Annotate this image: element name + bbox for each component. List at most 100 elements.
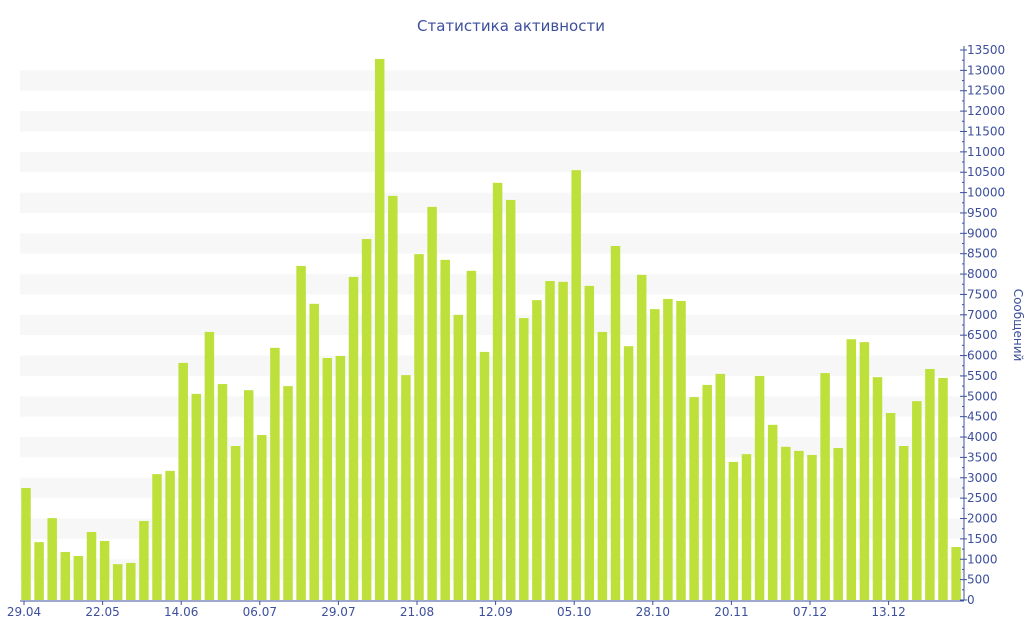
bar bbox=[820, 373, 830, 600]
bar bbox=[322, 358, 333, 600]
grid-band bbox=[20, 233, 964, 254]
y-tick-label: 8500 bbox=[967, 247, 998, 261]
bar bbox=[440, 259, 450, 600]
bar bbox=[427, 206, 437, 600]
bar bbox=[807, 454, 817, 600]
bar bbox=[938, 377, 948, 600]
bar bbox=[623, 346, 634, 600]
grid-band bbox=[20, 355, 964, 376]
y-tick-label: 3500 bbox=[967, 450, 998, 464]
y-tick-label: 13000 bbox=[967, 63, 1005, 77]
bar bbox=[270, 347, 280, 600]
bar bbox=[243, 390, 254, 600]
bar bbox=[532, 300, 542, 600]
x-tick-label: 14.06 bbox=[164, 605, 198, 619]
y-tick-label: 5500 bbox=[967, 369, 998, 383]
grid-band bbox=[20, 111, 964, 132]
grid-band bbox=[20, 151, 964, 173]
y-tick-label: 8000 bbox=[967, 267, 998, 281]
y-tick-label: 2500 bbox=[967, 491, 998, 505]
bar bbox=[283, 386, 293, 600]
bar bbox=[374, 58, 385, 601]
y-tick-label: 13500 bbox=[967, 43, 1005, 57]
bar bbox=[361, 239, 372, 600]
y-tick-label: 500 bbox=[967, 573, 990, 587]
bar bbox=[545, 281, 555, 600]
y-tick-label: 1500 bbox=[967, 532, 998, 546]
bar bbox=[191, 393, 202, 600]
bar bbox=[689, 397, 699, 600]
bar bbox=[859, 342, 870, 600]
bar bbox=[951, 547, 961, 600]
x-tick-label: 07.12 bbox=[793, 605, 827, 619]
bar bbox=[558, 281, 568, 600]
y-tick-label: 0 bbox=[967, 593, 975, 607]
bar bbox=[702, 384, 712, 600]
y-tick-label: 9000 bbox=[967, 226, 998, 240]
bar bbox=[767, 424, 778, 600]
bar bbox=[230, 446, 241, 600]
bar bbox=[519, 318, 529, 600]
bar bbox=[217, 384, 228, 600]
bar bbox=[99, 540, 110, 600]
grid-band bbox=[20, 314, 964, 336]
bar bbox=[650, 309, 660, 600]
bar bbox=[112, 564, 123, 600]
y-tick-label: 7500 bbox=[967, 287, 998, 301]
bar bbox=[348, 276, 359, 600]
bar bbox=[309, 303, 319, 600]
bar bbox=[885, 413, 896, 600]
y-tick-label: 6500 bbox=[967, 328, 998, 342]
bar bbox=[479, 351, 490, 600]
y-tick-label: 6000 bbox=[967, 349, 998, 363]
bar bbox=[597, 331, 608, 600]
y-tick-label: 5000 bbox=[967, 389, 998, 403]
y-tick-label: 12500 bbox=[967, 84, 1005, 98]
bar bbox=[741, 454, 752, 600]
bar bbox=[165, 470, 175, 600]
y-tick-label: 12000 bbox=[967, 104, 1005, 118]
grid-band bbox=[20, 559, 964, 580]
y-tick-label: 3000 bbox=[967, 471, 998, 485]
bar bbox=[21, 487, 31, 600]
bar bbox=[912, 401, 922, 600]
y-tick-label: 10500 bbox=[967, 165, 1005, 179]
bar bbox=[466, 270, 477, 600]
bar bbox=[636, 274, 647, 600]
bar bbox=[152, 474, 162, 600]
x-tick-label: 13.12 bbox=[871, 605, 905, 619]
x-tick-label: 21.08 bbox=[400, 605, 434, 619]
bar bbox=[872, 377, 883, 600]
bar bbox=[257, 435, 267, 600]
y-tick-label: 4500 bbox=[967, 410, 998, 424]
bar bbox=[754, 375, 765, 600]
bar bbox=[86, 531, 97, 600]
bar bbox=[492, 182, 503, 600]
bar bbox=[139, 520, 149, 600]
grid-band bbox=[20, 274, 964, 295]
bar bbox=[781, 446, 791, 600]
bar bbox=[794, 450, 804, 600]
y-tick-label: 10000 bbox=[967, 186, 1005, 200]
bar bbox=[715, 373, 726, 600]
bar bbox=[833, 448, 843, 600]
bar bbox=[414, 254, 424, 600]
bar bbox=[663, 298, 673, 600]
x-tick-label: 28.10 bbox=[636, 605, 670, 619]
bar bbox=[388, 195, 398, 600]
bar bbox=[571, 170, 581, 600]
x-tick-label: 06.07 bbox=[243, 605, 277, 619]
y-tick-label: 2000 bbox=[967, 512, 998, 526]
bar bbox=[204, 331, 215, 600]
x-tick-label: 29.04 bbox=[7, 605, 41, 619]
bar bbox=[584, 285, 595, 600]
bar bbox=[335, 355, 346, 600]
bar bbox=[34, 542, 44, 600]
y-tick-label: 1000 bbox=[967, 552, 998, 566]
x-tick-label: 20.11 bbox=[714, 605, 748, 619]
bar bbox=[505, 199, 516, 601]
x-tick-label: 12.09 bbox=[478, 605, 512, 619]
y-tick-label: 9500 bbox=[967, 206, 998, 220]
y-axis-label: Сообщений bbox=[1011, 289, 1024, 362]
